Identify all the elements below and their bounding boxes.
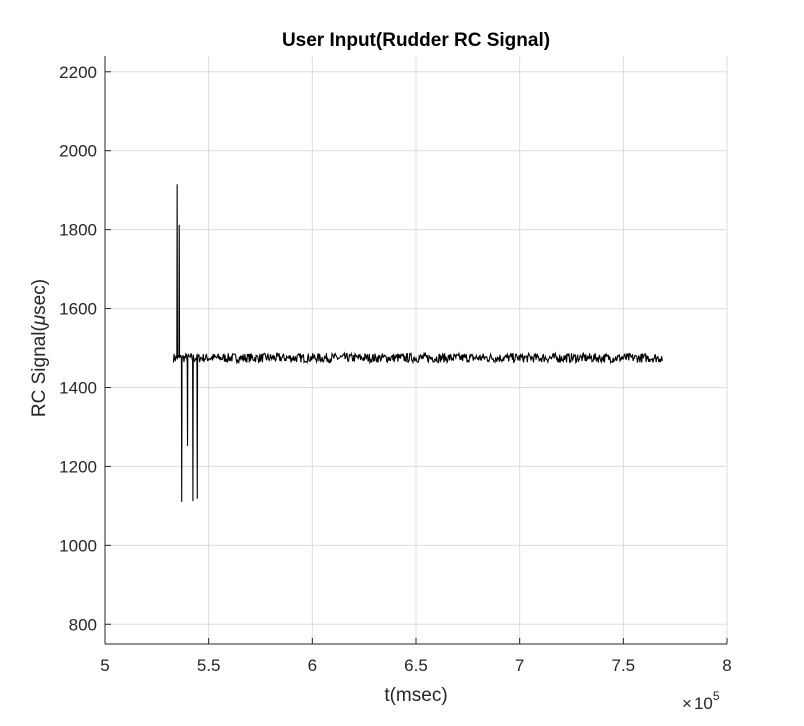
y-tick-label: 1800 [59, 221, 97, 240]
x-tick-label: 6.5 [404, 656, 428, 675]
plot-series [172, 184, 663, 502]
y-tick-label: 2000 [59, 142, 97, 161]
y-axis-label-prefix: RC Signal( [29, 325, 50, 418]
y-tick-label: 1600 [59, 300, 97, 319]
x-tick-label: 7 [515, 656, 524, 675]
x-axis-label: t(msec) [384, 685, 447, 706]
chart-title: User Input(Rudder RC Signal) [282, 30, 550, 51]
grid-lines [104, 56, 728, 644]
y-tick-label: 1400 [59, 378, 97, 397]
y-tick-labels: 800 1000 1200 1400 1600 1800 2000 2200 [59, 63, 97, 634]
x-exponent-power: 5 [713, 689, 720, 703]
y-axis-label-mu: μ [29, 314, 50, 326]
x-tick-label: 5.5 [197, 656, 221, 675]
y-tick-label: 800 [69, 615, 97, 634]
x-exponent-base: 10 [694, 694, 713, 713]
y-tick-label: 2200 [59, 63, 97, 82]
axes [104, 56, 728, 645]
x-tick-label: 6 [308, 656, 317, 675]
x-tick-labels: 5 5.5 6 6.5 7 7.5 8 [100, 656, 731, 675]
y-axis-label: RC Signal(μsec) [29, 279, 50, 417]
x-axis-exponent: × 105 [682, 689, 720, 713]
y-axis-label-suffix: sec) [29, 279, 50, 315]
rc-signal-line [172, 184, 663, 502]
x-tick-label: 7.5 [612, 656, 636, 675]
x-tick-label: 8 [722, 656, 731, 675]
x-tick-label: 5 [100, 656, 109, 675]
y-tick-label: 1000 [59, 536, 97, 555]
x-exponent-times: × [682, 694, 692, 713]
y-tick-label: 1200 [59, 457, 97, 476]
